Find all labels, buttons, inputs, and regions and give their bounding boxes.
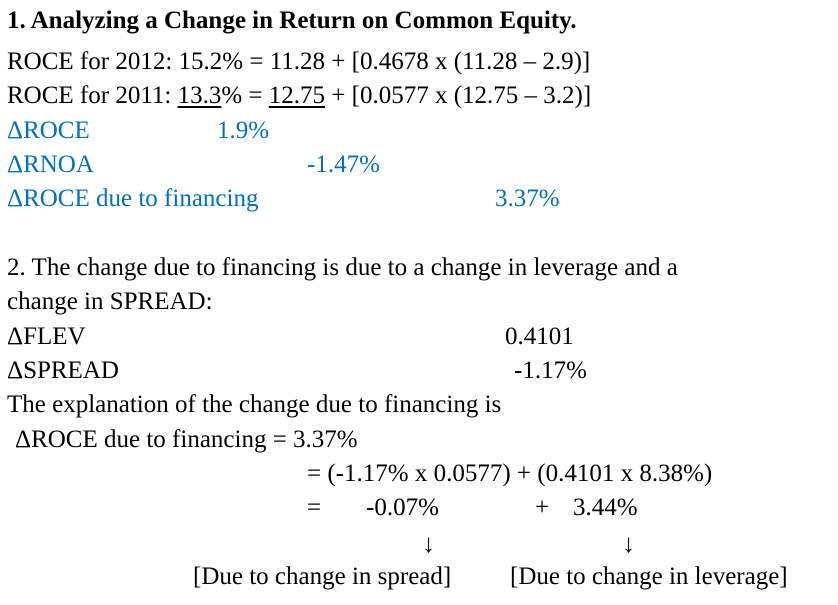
rnoa-2011-value: 12.75 [268, 82, 326, 109]
roce-2011-prefix: ROCE for 2011: [7, 82, 178, 109]
roce-2011-mid: % = [221, 82, 269, 109]
equation-line2: = (-1.17% x 0.0577) + (0.4101 x 8.38%) [307, 460, 713, 487]
down-arrow-icon: ↓ [622, 529, 635, 558]
heading: 1. Analyzing a Change in Return on Commo… [7, 7, 577, 34]
roce-2012-line: ROCE for 2012: 15.2% = 11.28 + [0.4678 x… [7, 48, 591, 75]
delta-flev-label: ΔFLEV [7, 323, 86, 350]
explanation-line: The explanation of the change due to fin… [7, 391, 502, 418]
equation-line3-plus: + [535, 494, 550, 521]
section2-line1: 2. The change due to financing is due to… [7, 254, 678, 281]
delta-flev-value: 0.4101 [505, 323, 574, 350]
delta-roce-financing-label: ΔROCE due to financing [7, 185, 259, 212]
equation-line3-spread-part: -0.07% [366, 494, 439, 521]
delta-roce-value: 1.9% [217, 117, 270, 144]
delta-spread-value: -1.17% [514, 357, 587, 384]
delta-rnoa-value: -1.47% [307, 151, 380, 178]
equation-line3-leverage-part: 3.44% [573, 494, 638, 521]
roce-2011-line: ROCE for 2011: 13.3% = 12.75 + [0.0577 x… [7, 81, 591, 111]
equation-line1: ΔROCE due to financing = 3.37% [15, 426, 358, 453]
roce-2011-value: 13.3 [177, 82, 222, 109]
delta-rnoa-label: ΔRNOA [7, 151, 94, 178]
delta-spread-label: ΔSPREAD [7, 357, 119, 384]
roce-2011-suffix: + [0.0577 x (12.75 – 3.2)] [325, 82, 592, 109]
delta-roce-label: ΔROCE [7, 117, 90, 144]
section2-line2: change in SPREAD: [7, 288, 213, 315]
down-arrow-icon: ↓ [422, 529, 435, 558]
equation-line3-equals: = [307, 494, 322, 521]
delta-roce-financing-value: 3.37% [495, 185, 560, 212]
label-due-to-spread: [Due to change in spread] [193, 563, 452, 590]
label-due-to-leverage: [Due to change in leverage] [510, 563, 788, 590]
